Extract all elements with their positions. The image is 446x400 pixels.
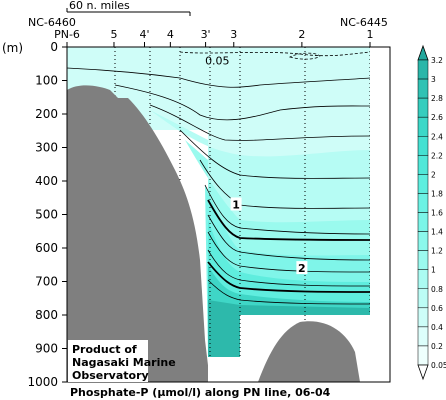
colorbar-bin [417,155,429,175]
station-label: 5 [110,28,117,41]
y-tick-label: 0 [50,40,58,54]
scale-bar: 60 n. miles [66,0,191,16]
contour-label-bg [230,197,242,211]
contour-label: 2 [298,262,306,275]
station-label: 1 [367,28,374,41]
colorbar-bin [417,174,429,194]
colorbar-bin [417,212,429,232]
colorbar-label: 1 [431,266,436,275]
colorbar-bin [417,345,429,366]
station-id-left: NC-6460 [28,16,76,29]
colorbar-bin [417,231,429,251]
seafloor-left [67,85,210,382]
colorbar-bin [417,326,429,347]
y-tick-label: 600 [35,241,58,255]
credit-line-3: Observatory [72,369,149,382]
colorbar-bin [417,250,429,270]
credit-line-1: Product of [72,343,137,356]
colorbar-label: 1.8 [431,189,443,198]
credit-box: Product of Nagasaki Marine Observatory [68,340,176,382]
station-id-right: NC-6445 [340,16,388,29]
colorbar-bin [417,136,429,156]
contour-label: 0.05 [205,54,230,67]
y-tick-label: 400 [35,174,58,188]
colorbar-label: 1.2 [431,247,443,256]
station-label: PN-6 [54,28,80,41]
colorbar-label: 0.4 [431,323,443,332]
y-tick-label: 700 [35,275,58,289]
contour-labels: 0.05 1 2 [205,54,308,275]
y-tick-label: 300 [35,141,58,155]
y-tick-label: 100 [35,74,58,88]
y-tick-label: 1000 [27,375,58,389]
colorbar-bin [417,59,429,80]
credit-line-2: Nagasaki Marine [72,356,176,369]
station-labels: PN-6 5 4' 4 3' 3 2 1 [54,28,374,47]
colorbar-label: 2.2 [431,151,443,160]
colorbar-label: 1.6 [431,209,443,218]
y-axis: 0 100 200 300 400 500 600 700 800 900 1000 [27,40,67,389]
y-tick-label: 500 [35,208,58,222]
station-label: 3 [230,28,237,41]
station-label: 3' [201,28,211,41]
colorbar-bin [417,288,429,309]
y-tick-label: 800 [35,308,58,322]
seafloor-right [258,321,360,382]
colorbar-label: 2 [431,170,436,179]
colorbar-label: 0.2 [431,342,443,351]
chart-title: Phosphate-P (μmol/l) along PN line, 06-0… [70,386,331,399]
colorbar-label: 3.2 [431,56,443,65]
colorbar-label: 2.8 [431,94,443,103]
colorbar-min-arrow [417,364,429,381]
colorbar-label: 3 [431,75,436,84]
scale-label: 60 n. miles [69,0,130,12]
colorbar-bin [417,116,429,137]
station-label: 4' [139,28,149,41]
colorbar-label: 1.4 [431,228,443,237]
colorbar-label: 0.8 [431,285,443,294]
colorbar-label: 2.4 [431,132,443,141]
station-label: 2 [298,28,305,41]
y-axis-label: (m) [2,41,23,55]
colorbar-bin [417,78,429,99]
colorbar-bin [417,193,429,213]
y-tick-label: 900 [35,342,58,356]
colorbar-bin [417,307,429,328]
colorbar-bin [417,97,429,118]
section-plot [67,47,390,382]
colorbar-max-arrow [417,44,429,61]
colorbar: 3.2 3 2.8 2.6 2.4 2.2 2 1.8 1.6 1.4 1.2 1 0.8 0.6 0.4 0… [417,44,446,381]
y-tick-label: 200 [35,107,58,121]
colorbar-label: 0.6 [431,304,443,313]
contour-label: 1 [232,198,240,211]
colorbar-label: 2.6 [431,113,443,122]
contour-label-bg [296,261,308,275]
colorbar-bin [417,269,429,289]
station-label: 4 [167,28,174,41]
colorbar-label: 0.05 [431,361,446,370]
contour-lines [67,51,371,305]
